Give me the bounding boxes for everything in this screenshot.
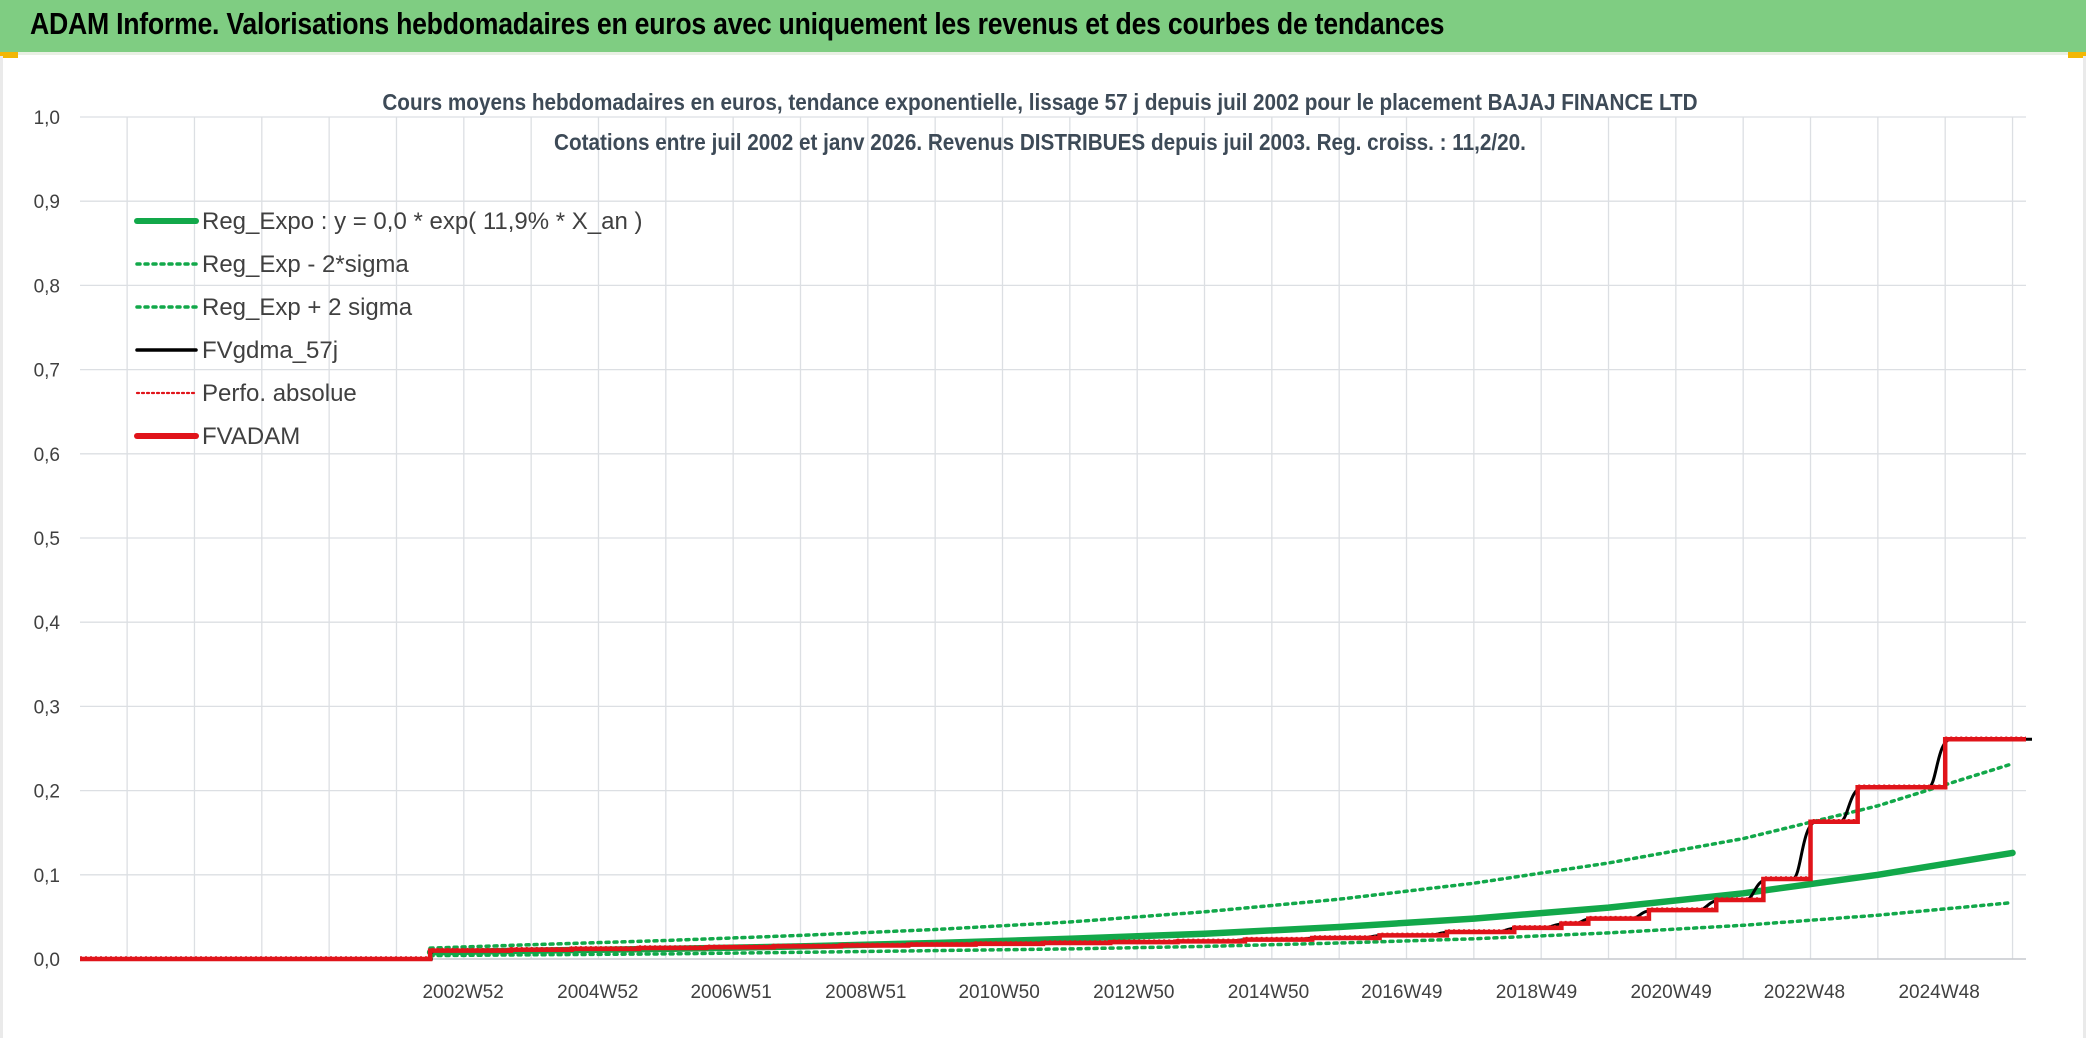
- x-tick-label: 2006W51: [690, 982, 771, 1003]
- x-tick-label: 2024W48: [1898, 982, 1979, 1003]
- series-reg-exp-plus-2sigma: [428, 761, 2015, 950]
- legend-label-reg_minus: Reg_Exp - 2*sigma: [202, 251, 409, 278]
- y-tick-label: 0,3: [34, 697, 60, 718]
- series-perfo-absolue: [80, 736, 2026, 958]
- x-tick-label: 2004W52: [557, 982, 638, 1003]
- y-tick-label: 0,2: [34, 782, 60, 803]
- report-header-banner: ADAM Informe. Valorisations hebdomadaire…: [0, 0, 2086, 55]
- legend-label-perfo: Perfo. absolue: [202, 380, 357, 407]
- chart-title-line-1: Cours moyens hebdomadaires en euros, ten…: [382, 89, 1697, 115]
- corner-marker-right: [2068, 52, 2086, 58]
- series-reg-expo: [426, 849, 2016, 956]
- legend-label-fvgdma: FVgdma_57j: [202, 337, 338, 364]
- x-tick-label: 2020W49: [1630, 982, 1711, 1003]
- x-tick-label: 2012W50: [1093, 982, 1174, 1003]
- chart-title-line-2: Cotations entre juil 2002 et janv 2026. …: [554, 129, 1526, 155]
- y-tick-label: 0,6: [34, 445, 60, 466]
- y-tick-label: 0,7: [34, 361, 60, 382]
- x-tick-label: 2018W49: [1496, 982, 1577, 1003]
- x-tick-label: 2016W49: [1361, 982, 1442, 1003]
- y-tick-label: 0,5: [34, 529, 60, 550]
- corner-marker-left: [0, 52, 18, 58]
- x-tick-label: 2022W48: [1764, 982, 1845, 1003]
- x-tick-label: 2002W52: [422, 982, 503, 1003]
- legend-label-fvadam: FVADAM: [202, 423, 300, 450]
- x-axis-tick-labels: 2002W52 2004W52 2006W51 2008W51 2010W50 2012W…: [422, 982, 1979, 1003]
- y-tick-label: 0,9: [34, 192, 60, 213]
- x-tick-label: 2008W51: [825, 982, 906, 1003]
- y-tick-label: 0,8: [34, 276, 60, 297]
- y-tick-label: 0,1: [34, 866, 60, 887]
- series-fvgdma-57j: [80, 737, 2032, 961]
- chart-gridlines: [80, 116, 2026, 960]
- y-tick-label: 1,0: [34, 108, 60, 129]
- x-tick-label: 2014W50: [1228, 982, 1309, 1003]
- x-tick-label: 2010W50: [958, 982, 1039, 1003]
- legend-label-reg_expo: Reg_Expo : y = 0,0 * exp( 11,9% * X_an ): [202, 208, 642, 235]
- report-title: ADAM Informe. Valorisations hebdomadaire…: [30, 6, 1445, 41]
- legend-label-reg_plus: Reg_Exp + 2 sigma: [202, 294, 413, 321]
- chart-legend: Reg_Expo : y = 0,0 * exp( 11,9% * X_an )…: [134, 208, 642, 450]
- series-fvadam: [80, 736, 2026, 962]
- chart-frame: [0, 56, 2086, 1038]
- chart-series: [80, 736, 2032, 962]
- y-tick-label: 0,4: [34, 613, 61, 634]
- y-axis-tick-labels: 0,0 0,1 0,2 0,3 0,4 0,5 0,6 0,7 0,8 0,9 1,0: [34, 108, 61, 971]
- y-tick-label: 0,0: [34, 950, 60, 971]
- series-reg-exp-minus-2sigma: [428, 900, 2015, 958]
